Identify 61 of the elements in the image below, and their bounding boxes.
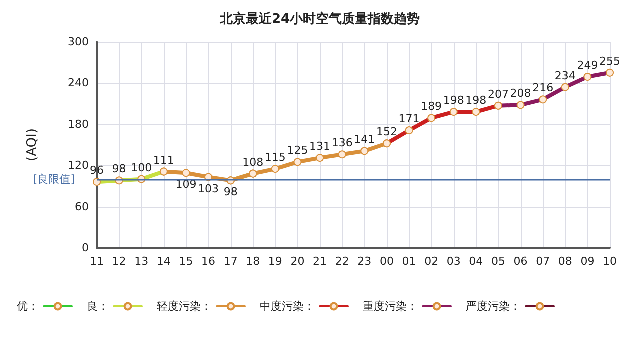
data-label: 234 bbox=[554, 69, 576, 82]
data-label: 136 bbox=[332, 136, 353, 150]
data-label: 249 bbox=[577, 59, 598, 72]
x-tick-label: 06 bbox=[514, 255, 528, 268]
y-tick-label: 60 bbox=[75, 200, 89, 214]
data-label: 111 bbox=[153, 154, 174, 167]
legend-label: 轻度污染： bbox=[157, 300, 212, 313]
x-tick-label: 14 bbox=[156, 255, 171, 268]
x-tick-label: 18 bbox=[246, 255, 260, 268]
data-label: 141 bbox=[354, 133, 376, 146]
x-tick-label: 16 bbox=[202, 255, 216, 268]
chart-title: 北京最近24小时空气质量指数趋势 bbox=[218, 11, 420, 27]
legend-label: 重度污染： bbox=[363, 300, 418, 313]
x-tick-label: 23 bbox=[358, 255, 372, 268]
x-tick-label: 17 bbox=[224, 255, 238, 268]
data-label: 125 bbox=[287, 144, 308, 158]
x-tick-label: 10 bbox=[603, 255, 617, 268]
legend-label: 优： bbox=[17, 300, 39, 313]
data-label: 198 bbox=[443, 94, 464, 108]
data-label: 100 bbox=[131, 161, 152, 174]
legend-label: 严度污染： bbox=[466, 300, 521, 313]
data-label: 131 bbox=[310, 140, 331, 154]
y-tick-label: 0 bbox=[82, 242, 89, 254]
data-label: 152 bbox=[376, 126, 398, 139]
x-tick-label: 12 bbox=[112, 255, 126, 268]
data-label: 207 bbox=[488, 88, 509, 101]
x-tick-label: 02 bbox=[424, 255, 439, 268]
y-tick-label: 120 bbox=[68, 159, 89, 172]
data-label: 255 bbox=[600, 54, 620, 68]
x-tick-label: 19 bbox=[268, 255, 282, 268]
data-label: 103 bbox=[198, 182, 220, 196]
data-label: 115 bbox=[264, 151, 286, 164]
x-tick-label: 21 bbox=[313, 255, 328, 268]
y-tick-label: 300 bbox=[68, 36, 89, 48]
y-tick-label: 180 bbox=[68, 118, 89, 131]
x-tick-label: 03 bbox=[446, 255, 461, 268]
ref-line-label: [良限值] bbox=[33, 172, 75, 186]
y-tick-label: 240 bbox=[68, 76, 89, 90]
x-tick-label: 22 bbox=[335, 255, 350, 268]
x-tick-label: 04 bbox=[469, 255, 484, 268]
data-label: 198 bbox=[466, 94, 487, 108]
x-tick-label: 15 bbox=[179, 255, 194, 268]
data-label: 189 bbox=[421, 100, 442, 114]
data-label: 171 bbox=[398, 112, 420, 126]
data-label: 208 bbox=[510, 87, 532, 100]
x-tick-label: 00 bbox=[380, 255, 394, 268]
legend-label: 良： bbox=[87, 300, 109, 313]
x-tick-label: 08 bbox=[558, 255, 572, 268]
data-label: 216 bbox=[532, 82, 554, 95]
legend-label: 中度污染： bbox=[260, 300, 315, 313]
data-label: 108 bbox=[242, 156, 264, 169]
x-tick-label: 05 bbox=[491, 255, 506, 268]
x-tick-label: 13 bbox=[134, 255, 149, 268]
data-label: 98 bbox=[112, 162, 126, 176]
y-axis-title: (AQI) bbox=[25, 128, 40, 162]
x-tick-label: 11 bbox=[90, 255, 104, 268]
x-tick-label: 09 bbox=[580, 255, 595, 268]
data-label: 98 bbox=[224, 186, 238, 199]
x-tick-label: 20 bbox=[290, 255, 305, 268]
x-tick-label: 07 bbox=[536, 255, 550, 268]
x-tick-label: 01 bbox=[402, 255, 416, 268]
